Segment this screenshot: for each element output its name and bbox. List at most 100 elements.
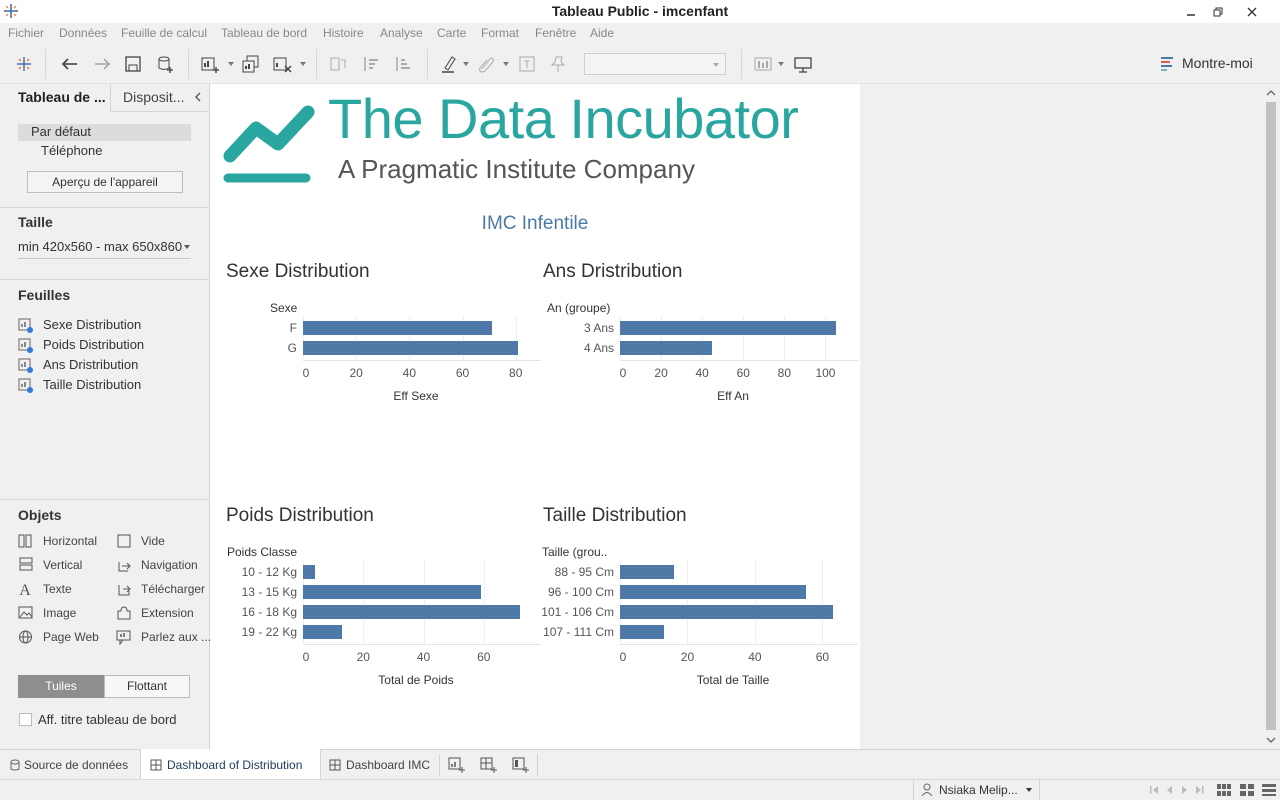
device-default[interactable]: Par défaut — [18, 124, 191, 141]
undo-icon[interactable] — [60, 54, 80, 74]
gridline — [363, 560, 365, 644]
bar[interactable] — [303, 341, 519, 355]
tab-dashboard-of-distribution[interactable]: Dashboard of Distribution — [140, 749, 321, 780]
tab-dashboard-imc[interactable]: Dashboard IMC — [321, 750, 439, 780]
x-tick-label: 80 — [509, 366, 523, 380]
close-button[interactable] — [1237, 2, 1267, 21]
bar[interactable] — [620, 341, 713, 355]
menu-story[interactable]: Histoire — [323, 26, 364, 40]
row-header: Poids Classe — [227, 545, 298, 559]
menu-help[interactable]: Aide — [590, 26, 615, 40]
menu-file[interactable]: Fichier — [8, 26, 45, 40]
user-menu[interactable]: Nsiaka Melip... — [913, 780, 1040, 800]
bar[interactable] — [620, 585, 806, 599]
save-icon[interactable] — [123, 54, 143, 74]
gridline — [303, 316, 304, 360]
group-members-icon[interactable] — [476, 54, 496, 74]
x-tick-label: 60 — [815, 650, 830, 664]
menu-map[interactable]: Carte — [437, 26, 467, 40]
sheet-icon — [18, 338, 33, 353]
title-bar: Tableau Public - imcenfant — [0, 0, 1280, 23]
tiled-toggle[interactable]: Tuiles — [18, 675, 104, 698]
x-tick-label: 0 — [302, 650, 310, 664]
duplicate-sheet-icon[interactable] — [241, 54, 261, 74]
row-label: 19 - 22 Kg — [241, 625, 297, 639]
gridline — [743, 316, 745, 360]
show-me-button[interactable]: Montre-moi — [1182, 55, 1253, 71]
bar[interactable] — [620, 605, 833, 619]
scrollbar-thumb[interactable] — [1266, 102, 1276, 730]
gridline — [661, 316, 663, 360]
x-tick-label: 40 — [748, 650, 762, 664]
menu-worksheet[interactable]: Feuille de calcul — [121, 26, 208, 40]
gridline — [462, 316, 464, 360]
menu-data[interactable]: Données — [59, 26, 108, 40]
menu-dashboard[interactable]: Tableau de bord — [221, 26, 308, 40]
show-mark-labels-icon[interactable]: T — [517, 54, 537, 74]
tab-data-source[interactable]: Source de données — [0, 750, 140, 780]
x-tick-label: 40 — [402, 366, 417, 380]
row-label: 3 Ans — [583, 321, 614, 335]
bar[interactable] — [620, 565, 674, 579]
new-worksheet-icon[interactable] — [448, 757, 466, 773]
menu-analysis[interactable]: Analyse — [380, 26, 423, 40]
redo-icon[interactable] — [92, 54, 112, 74]
device-preview-button[interactable]: Aperçu de l'appareil — [27, 171, 183, 193]
swap-rows-columns-icon[interactable] — [328, 54, 348, 74]
tab-dashboard[interactable]: Tableau de ... — [0, 84, 110, 112]
new-data-source-icon[interactable] — [155, 54, 175, 74]
x-tick-label: 20 — [349, 366, 363, 380]
object-label: Image — [43, 606, 77, 620]
database-icon — [10, 759, 20, 771]
tab-layout[interactable]: Disposit... — [110, 84, 209, 112]
tab-layout-label: Disposit... — [123, 89, 185, 105]
bar[interactable] — [303, 605, 520, 619]
row-label: 107 - 111 Cm — [543, 625, 614, 639]
floating-toggle[interactable]: Flottant — [104, 675, 190, 698]
object-label: Télécharger — [141, 582, 206, 596]
ask-data-icon — [116, 630, 131, 645]
device-phone[interactable]: Téléphone — [41, 143, 103, 158]
sheet-navigation-icon — [1150, 786, 1204, 794]
bar[interactable] — [303, 321, 492, 335]
x-tick-label: 40 — [416, 650, 431, 664]
new-sheet-icon[interactable] — [200, 54, 220, 74]
minimize-button[interactable] — [1176, 2, 1206, 21]
fit-dropdown[interactable] — [584, 53, 726, 75]
x-tick-label: 0 — [619, 650, 627, 664]
size-dropdown[interactable]: min 420x560 - max 650x860 — [18, 238, 191, 259]
logo-name: The Data Incubator — [328, 87, 799, 150]
gridline — [356, 316, 358, 360]
vertical-scrollbar[interactable] — [1262, 84, 1280, 749]
x-tick-label: 20 — [654, 366, 668, 380]
row-header: Sexe — [270, 301, 298, 315]
sort-ascending-icon[interactable] — [360, 54, 380, 74]
x-axis-title: Total de Taille — [696, 673, 770, 687]
menu-format[interactable]: Format — [481, 26, 520, 40]
gridline — [303, 560, 304, 644]
clear-sheet-icon[interactable] — [272, 54, 292, 74]
new-dashboard-icon[interactable] — [480, 757, 498, 773]
menu-bar: Fichier Données Feuille de calcul Tablea… — [0, 23, 1280, 44]
sort-descending-icon[interactable] — [392, 54, 412, 74]
data-incubator-logo — [222, 94, 318, 184]
new-story-icon[interactable] — [512, 757, 530, 773]
show-me-icon[interactable] — [1161, 56, 1175, 72]
fix-axes-icon[interactable] — [548, 54, 568, 74]
row-header: Taille (grou.. — [542, 545, 608, 559]
menu-window[interactable]: Fenêtre — [535, 26, 577, 40]
navigation-icon — [118, 562, 131, 572]
bar[interactable] — [620, 625, 664, 639]
bar[interactable] — [620, 321, 836, 335]
show-cards-icon[interactable] — [753, 54, 773, 74]
tab-label: Source de données — [24, 758, 129, 772]
bar[interactable] — [303, 585, 481, 599]
tableau-home-icon[interactable] — [14, 54, 34, 74]
show-title-checkbox[interactable] — [19, 713, 32, 726]
bar[interactable] — [303, 565, 316, 579]
bar[interactable] — [303, 625, 343, 639]
presentation-mode-icon[interactable] — [793, 54, 813, 74]
restore-button[interactable] — [1203, 2, 1233, 21]
highlight-icon[interactable] — [440, 54, 460, 74]
collapse-panel-icon[interactable] — [193, 91, 203, 103]
